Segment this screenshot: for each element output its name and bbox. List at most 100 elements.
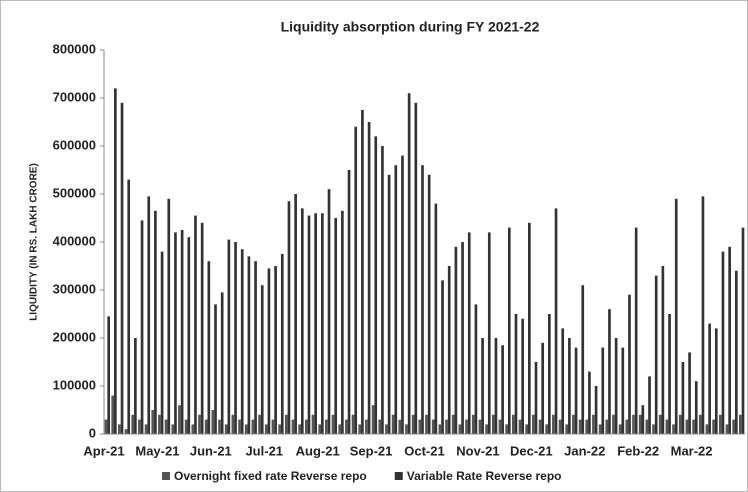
bar bbox=[158, 414, 161, 434]
bar bbox=[714, 328, 718, 434]
bar bbox=[214, 304, 217, 434]
y-axis-label: LIQUIDITY (IN RS. LAKH CRORE) bbox=[29, 163, 40, 321]
bar bbox=[198, 414, 201, 434]
bar bbox=[447, 266, 451, 434]
x-tick-label: Aug-21 bbox=[296, 443, 340, 458]
bar bbox=[678, 414, 682, 434]
bar bbox=[518, 419, 522, 434]
bar bbox=[218, 419, 221, 434]
legend-label: Variable Rate Reverse repo bbox=[407, 469, 562, 483]
bar bbox=[238, 419, 241, 434]
bar bbox=[278, 424, 281, 434]
bar bbox=[254, 261, 257, 434]
bar bbox=[207, 261, 211, 434]
bar bbox=[260, 285, 264, 434]
bar bbox=[628, 294, 631, 434]
bar bbox=[394, 165, 398, 434]
bar bbox=[592, 414, 595, 434]
bar bbox=[641, 405, 645, 434]
bar bbox=[387, 174, 391, 435]
x-tick-label: Jul-21 bbox=[245, 443, 283, 458]
bar bbox=[621, 347, 625, 434]
bar bbox=[391, 414, 395, 434]
legend-label: Overnight fixed rate Reverse repo bbox=[174, 469, 367, 483]
bar bbox=[605, 419, 609, 434]
bar bbox=[521, 318, 524, 434]
bar bbox=[224, 424, 228, 434]
bar bbox=[688, 352, 691, 434]
x-tick-label: Apr-21 bbox=[83, 443, 124, 458]
bar bbox=[358, 424, 362, 434]
bar bbox=[280, 254, 284, 434]
bar bbox=[601, 347, 605, 434]
bar bbox=[385, 424, 388, 434]
bar bbox=[561, 328, 565, 434]
bar bbox=[501, 345, 504, 434]
bar bbox=[200, 222, 204, 434]
bar bbox=[194, 215, 197, 434]
bar bbox=[334, 218, 338, 434]
bar bbox=[111, 395, 115, 434]
bar bbox=[138, 419, 141, 434]
bar bbox=[264, 424, 268, 434]
bar bbox=[568, 338, 571, 434]
bar bbox=[505, 424, 508, 434]
bar bbox=[594, 386, 598, 434]
bar bbox=[294, 194, 297, 434]
y-tick-label: 400000 bbox=[53, 233, 96, 248]
bar bbox=[291, 419, 295, 434]
bar bbox=[734, 270, 738, 434]
bar bbox=[174, 232, 177, 434]
chart-title: Liquidity absorption during FY 2021-22 bbox=[281, 19, 540, 35]
bar bbox=[625, 419, 629, 434]
bar bbox=[545, 424, 549, 434]
bar bbox=[267, 268, 271, 434]
bar bbox=[178, 405, 181, 434]
bar bbox=[434, 203, 438, 434]
bar bbox=[701, 196, 705, 434]
bar bbox=[608, 309, 611, 434]
x-tick-label: Feb-22 bbox=[617, 443, 659, 458]
bar bbox=[154, 210, 157, 434]
bar bbox=[131, 414, 135, 434]
bar bbox=[211, 410, 215, 434]
bar bbox=[674, 198, 678, 434]
bar bbox=[652, 424, 655, 434]
bar bbox=[318, 424, 322, 434]
bar bbox=[632, 414, 635, 434]
bar bbox=[287, 201, 291, 434]
bar bbox=[345, 419, 348, 434]
bar bbox=[411, 414, 415, 434]
bar bbox=[548, 314, 551, 434]
bar bbox=[171, 424, 175, 434]
bar bbox=[187, 237, 191, 434]
y-tick-label: 600000 bbox=[53, 137, 96, 152]
bar bbox=[534, 362, 538, 434]
bar bbox=[618, 424, 622, 434]
bar bbox=[498, 419, 502, 434]
y-tick-label: 500000 bbox=[53, 185, 96, 200]
bar bbox=[487, 232, 491, 434]
y-tick-label: 300000 bbox=[53, 281, 96, 296]
bar bbox=[231, 414, 235, 434]
bar bbox=[418, 419, 422, 434]
bar bbox=[668, 314, 671, 434]
bar bbox=[718, 414, 722, 434]
bar bbox=[381, 146, 384, 434]
bar bbox=[144, 424, 148, 434]
bar bbox=[661, 266, 665, 434]
y-tick-label: 700000 bbox=[53, 89, 96, 104]
bar bbox=[321, 213, 324, 434]
bar bbox=[367, 122, 371, 434]
bar bbox=[558, 419, 562, 434]
bar bbox=[725, 424, 729, 434]
bar bbox=[167, 198, 171, 434]
bar bbox=[431, 419, 435, 434]
bar bbox=[311, 414, 315, 434]
bar bbox=[374, 136, 378, 434]
x-tick-label: Nov-21 bbox=[456, 443, 499, 458]
bar bbox=[365, 419, 368, 434]
bar bbox=[581, 285, 585, 434]
bar bbox=[354, 126, 358, 435]
